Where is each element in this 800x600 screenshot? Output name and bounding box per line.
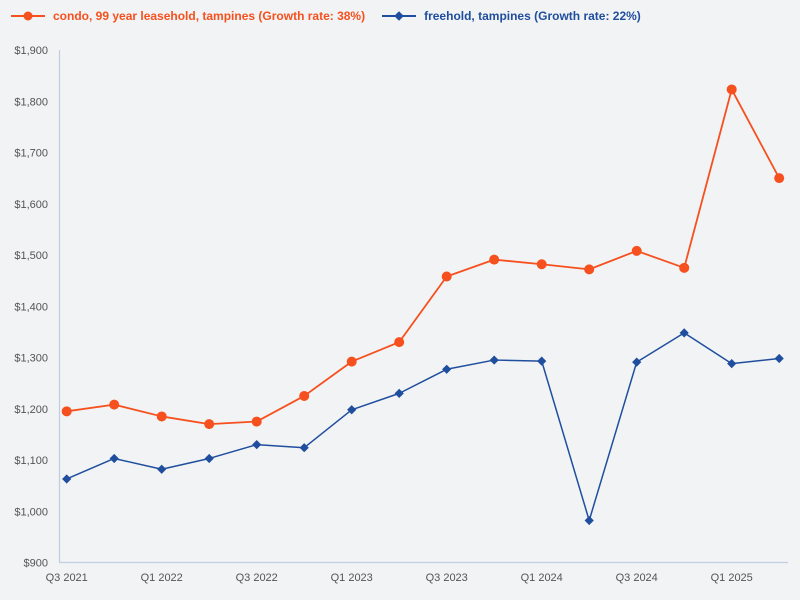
data-point-marker[interactable] bbox=[584, 515, 594, 526]
y-axis-tick-label: $1,300 bbox=[14, 353, 48, 365]
data-point-marker[interactable] bbox=[536, 259, 547, 270]
data-point-marker[interactable] bbox=[679, 262, 690, 273]
chart-legend: condo, 99 year leasehold, tampines (Grow… bbox=[10, 6, 641, 26]
data-point-marker[interactable] bbox=[61, 406, 72, 417]
data-point-marker[interactable] bbox=[252, 440, 262, 450]
y-axis-tick-label: $900 bbox=[24, 558, 48, 570]
data-point-marker[interactable] bbox=[204, 453, 214, 464]
x-axis-tick-label: Q3 2024 bbox=[616, 572, 658, 584]
data-point-marker[interactable] bbox=[537, 356, 547, 366]
axis-lines bbox=[58, 50, 788, 564]
data-point-marker[interactable] bbox=[347, 405, 357, 415]
legend-item-freehold[interactable]: freehold, tampines (Growth rate: 22%) bbox=[381, 9, 641, 23]
series-line-condo-leasehold bbox=[66, 88, 780, 426]
data-point-marker[interactable] bbox=[394, 388, 404, 398]
data-point-marker[interactable] bbox=[489, 254, 500, 265]
data-point-marker[interactable] bbox=[346, 356, 357, 367]
data-point-marker[interactable] bbox=[774, 353, 784, 364]
data-point-marker[interactable] bbox=[394, 337, 405, 348]
data-point-marker[interactable] bbox=[156, 411, 167, 422]
data-point-marker[interactable] bbox=[727, 359, 737, 369]
y-axis-tick-label: $1,000 bbox=[14, 506, 48, 518]
x-axis-tick-label: Q1 2022 bbox=[141, 572, 183, 584]
x-axis-tick-label: Q1 2024 bbox=[521, 572, 563, 584]
data-point-marker[interactable] bbox=[109, 453, 119, 464]
line-circle-marker-icon bbox=[11, 11, 45, 21]
data-point-marker[interactable] bbox=[632, 357, 642, 367]
data-point-marker[interactable] bbox=[679, 328, 689, 338]
legend-item-condo-leasehold[interactable]: condo, 99 year leasehold, tampines (Grow… bbox=[10, 9, 365, 23]
data-point-marker[interactable] bbox=[584, 264, 595, 275]
legend-label-freehold: freehold, tampines (Growth rate: 22%) bbox=[424, 9, 641, 23]
data-point-marker[interactable] bbox=[489, 355, 499, 365]
x-axis-tick-label: Q1 2023 bbox=[331, 572, 373, 584]
y-axis-tick-label: $1,600 bbox=[14, 199, 48, 211]
data-point-marker[interactable] bbox=[726, 84, 737, 95]
x-axis-tick-label: Q3 2023 bbox=[426, 572, 468, 584]
data-point-marker[interactable] bbox=[62, 474, 72, 484]
y-axis-tick-label: $1,800 bbox=[14, 96, 48, 108]
data-point-marker[interactable] bbox=[299, 390, 310, 401]
data-point-marker[interactable] bbox=[774, 173, 785, 184]
x-axis-tick-label: Q3 2021 bbox=[46, 572, 88, 584]
data-point-marker[interactable] bbox=[442, 364, 452, 374]
y-axis-tick-label: $1,200 bbox=[14, 404, 48, 416]
legend-label-condo-leasehold: condo, 99 year leasehold, tampines (Grow… bbox=[53, 9, 366, 23]
y-axis-tick-label: $1,400 bbox=[14, 301, 48, 313]
data-point-marker[interactable] bbox=[299, 443, 309, 453]
series-line-freehold bbox=[66, 332, 780, 522]
y-axis-tick-label: $1,100 bbox=[14, 455, 48, 467]
x-axis-tick-label: Q1 2025 bbox=[711, 572, 753, 584]
line-diamond-marker-icon bbox=[382, 11, 417, 21]
data-point-marker[interactable] bbox=[631, 245, 642, 256]
y-axis-tick-label: $1,700 bbox=[14, 148, 48, 160]
x-axis-tick-label: Q3 2022 bbox=[236, 572, 278, 584]
data-point-marker[interactable] bbox=[204, 419, 215, 430]
data-point-marker[interactable] bbox=[251, 416, 262, 427]
data-point-marker[interactable] bbox=[441, 271, 452, 282]
data-point-marker[interactable] bbox=[157, 464, 167, 474]
y-axis-tick-label: $1,500 bbox=[14, 250, 48, 262]
data-point-marker[interactable] bbox=[109, 399, 120, 410]
y-axis-tick-label: $1,900 bbox=[14, 45, 48, 57]
